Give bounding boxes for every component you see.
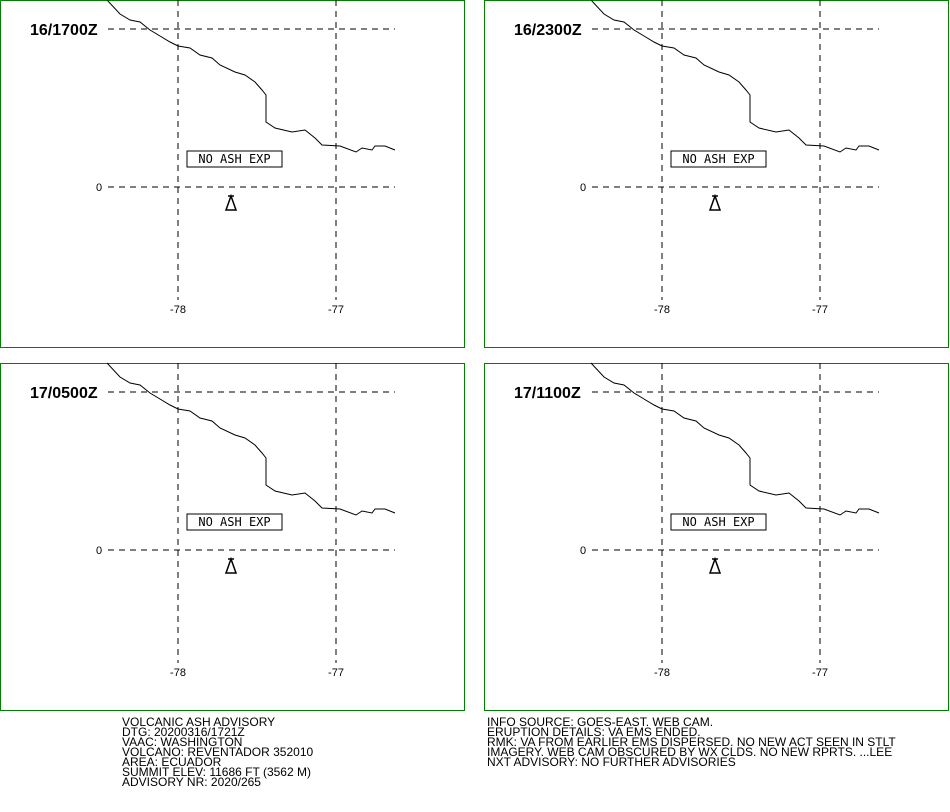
volcano-symbol [708,193,722,211]
advisory-line: RMK: VA FROM EARLIER EMS DISPERSED. NO N… [487,735,896,749]
panel-border [0,0,465,348]
advisory-line: VAAC: WASHINGTON [122,735,242,749]
advisory-line: NXT ADVISORY: NO FURTHER ADVISORIES [487,755,736,769]
lon-label: -77 [812,304,828,316]
advisory-line: ERUPTION DETAILS: VA EMS ENDED. [487,725,701,739]
panel-border [0,363,465,711]
status-text: NO ASH EXP [198,152,270,166]
advisory-line: VOLCANO: REVENTADOR 352010 [122,745,314,759]
advisory-line: INFO SOURCE: GOES-EAST. WEB CAM. [487,715,713,729]
advisory-line: DTG: 20200316/1721Z [122,725,245,739]
lat-label: 0 [580,545,586,557]
status-text: NO ASH EXP [198,515,270,529]
lon-label: -77 [812,667,828,679]
lon-label: -77 [328,304,344,316]
map-panel: 17/0500Z 0 -78 -77 NO ASH EXP [0,362,465,711]
valid-time: 16/2300Z [514,22,582,39]
volcano-symbol [224,556,238,574]
coastline [590,362,880,516]
lon-label: -77 [328,667,344,679]
panel-border [484,363,949,711]
volcano-symbol [224,193,238,211]
status-text: NO ASH EXP [682,515,754,529]
valid-time: 16/1700Z [30,22,98,39]
advisory-line: VOLCANIC ASH ADVISORY [122,715,275,729]
lat-label: 0 [580,182,586,194]
lat-label: 0 [96,182,102,194]
advisory-line: IMAGERY. WEB CAM OBSCURED BY WX CLDS. NO… [487,745,892,759]
status-box [186,150,283,168]
coastline [106,0,396,153]
lon-label: -78 [170,667,186,679]
coastline [590,0,880,153]
advisory-line: SUMMIT ELEV: 11686 FT (3562 M) [122,765,311,779]
lat-label: 0 [96,545,102,557]
lon-label: -78 [654,667,670,679]
panel-border [484,0,949,348]
status-text: NO ASH EXP [682,152,754,166]
valid-time: 17/1100Z [514,385,581,402]
lon-label: -78 [170,304,186,316]
volcano-symbol [708,556,722,574]
lon-label: -78 [654,304,670,316]
status-box [670,513,767,531]
status-box [670,150,767,168]
status-box [186,513,283,531]
map-panel: 16/1700Z 0 -78 -77 NO ASH EXP [0,0,465,348]
advisory-line: ADVISORY NR: 2020/265 [122,775,261,789]
map-panel: 16/2300Z 0 -78 -77 NO ASH EXP [484,0,949,348]
map-panel: 17/1100Z 0 -78 -77 NO ASH EXP [484,362,949,711]
advisory-line: AREA: ECUADOR [122,755,222,769]
valid-time: 17/0500Z [30,385,98,402]
coastline [106,362,396,516]
